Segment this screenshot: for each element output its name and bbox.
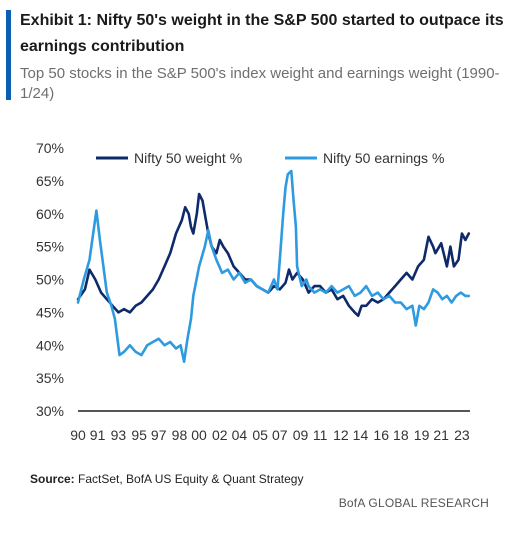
source-text: FactSet, BofA US Equity & Quant Strategy: [78, 472, 304, 486]
brand-label: BofA GLOBAL RESEARCH: [338, 496, 489, 510]
x-tick-label: 18: [393, 427, 409, 443]
y-tick-label: 40%: [36, 337, 64, 353]
chart-title: Exhibit 1: Nifty 50's weight in the S&P …: [20, 12, 504, 55]
y-tick-label: 50%: [36, 272, 64, 288]
x-tick-label: 00: [191, 427, 207, 443]
legend-label-earnings: Nifty 50 earnings %: [323, 150, 444, 166]
x-tick-label: 97: [151, 427, 167, 443]
x-tick-label: 04: [232, 427, 248, 443]
x-tick-label: 14: [353, 427, 369, 443]
source-label: Source:: [30, 472, 75, 486]
legend-label-weight: Nifty 50 weight %: [134, 150, 242, 166]
y-tick-label: 55%: [36, 239, 64, 255]
y-tick-label: 45%: [36, 304, 64, 320]
y-tick-label: 65%: [36, 173, 64, 189]
x-tick-label: 90: [70, 427, 86, 443]
x-tick-label: 95: [131, 427, 147, 443]
chart-subtitle: Top 50 stocks in the S&P 500's index wei…: [20, 65, 500, 102]
y-tick-label: 35%: [36, 370, 64, 386]
series-line-earnings: [76, 169, 471, 364]
x-tick-label: 21: [433, 427, 449, 443]
x-tick-label: 07: [272, 427, 288, 443]
x-tick-label: 23: [454, 427, 470, 443]
x-tick-label: 19: [414, 427, 430, 443]
x-tick-label: 93: [111, 427, 127, 443]
x-tick-label: 05: [252, 427, 268, 443]
title-accent-bar: [6, 10, 11, 100]
x-tick-label: 91: [90, 427, 106, 443]
y-tick-label: 30%: [36, 403, 64, 419]
y-tick-label: 60%: [36, 206, 64, 222]
x-tick-label: 11: [313, 427, 328, 443]
x-tick-label: 09: [293, 427, 309, 443]
series-line-weight: [76, 192, 471, 318]
x-tick-label: 12: [333, 427, 349, 443]
y-tick-label: 70%: [36, 140, 64, 156]
source-note: Source: FactSet, BofA US Equity & Quant …: [30, 472, 303, 486]
x-tick-label: 02: [212, 427, 228, 443]
x-tick-label: 98: [172, 427, 188, 443]
x-tick-label: 16: [373, 427, 389, 443]
